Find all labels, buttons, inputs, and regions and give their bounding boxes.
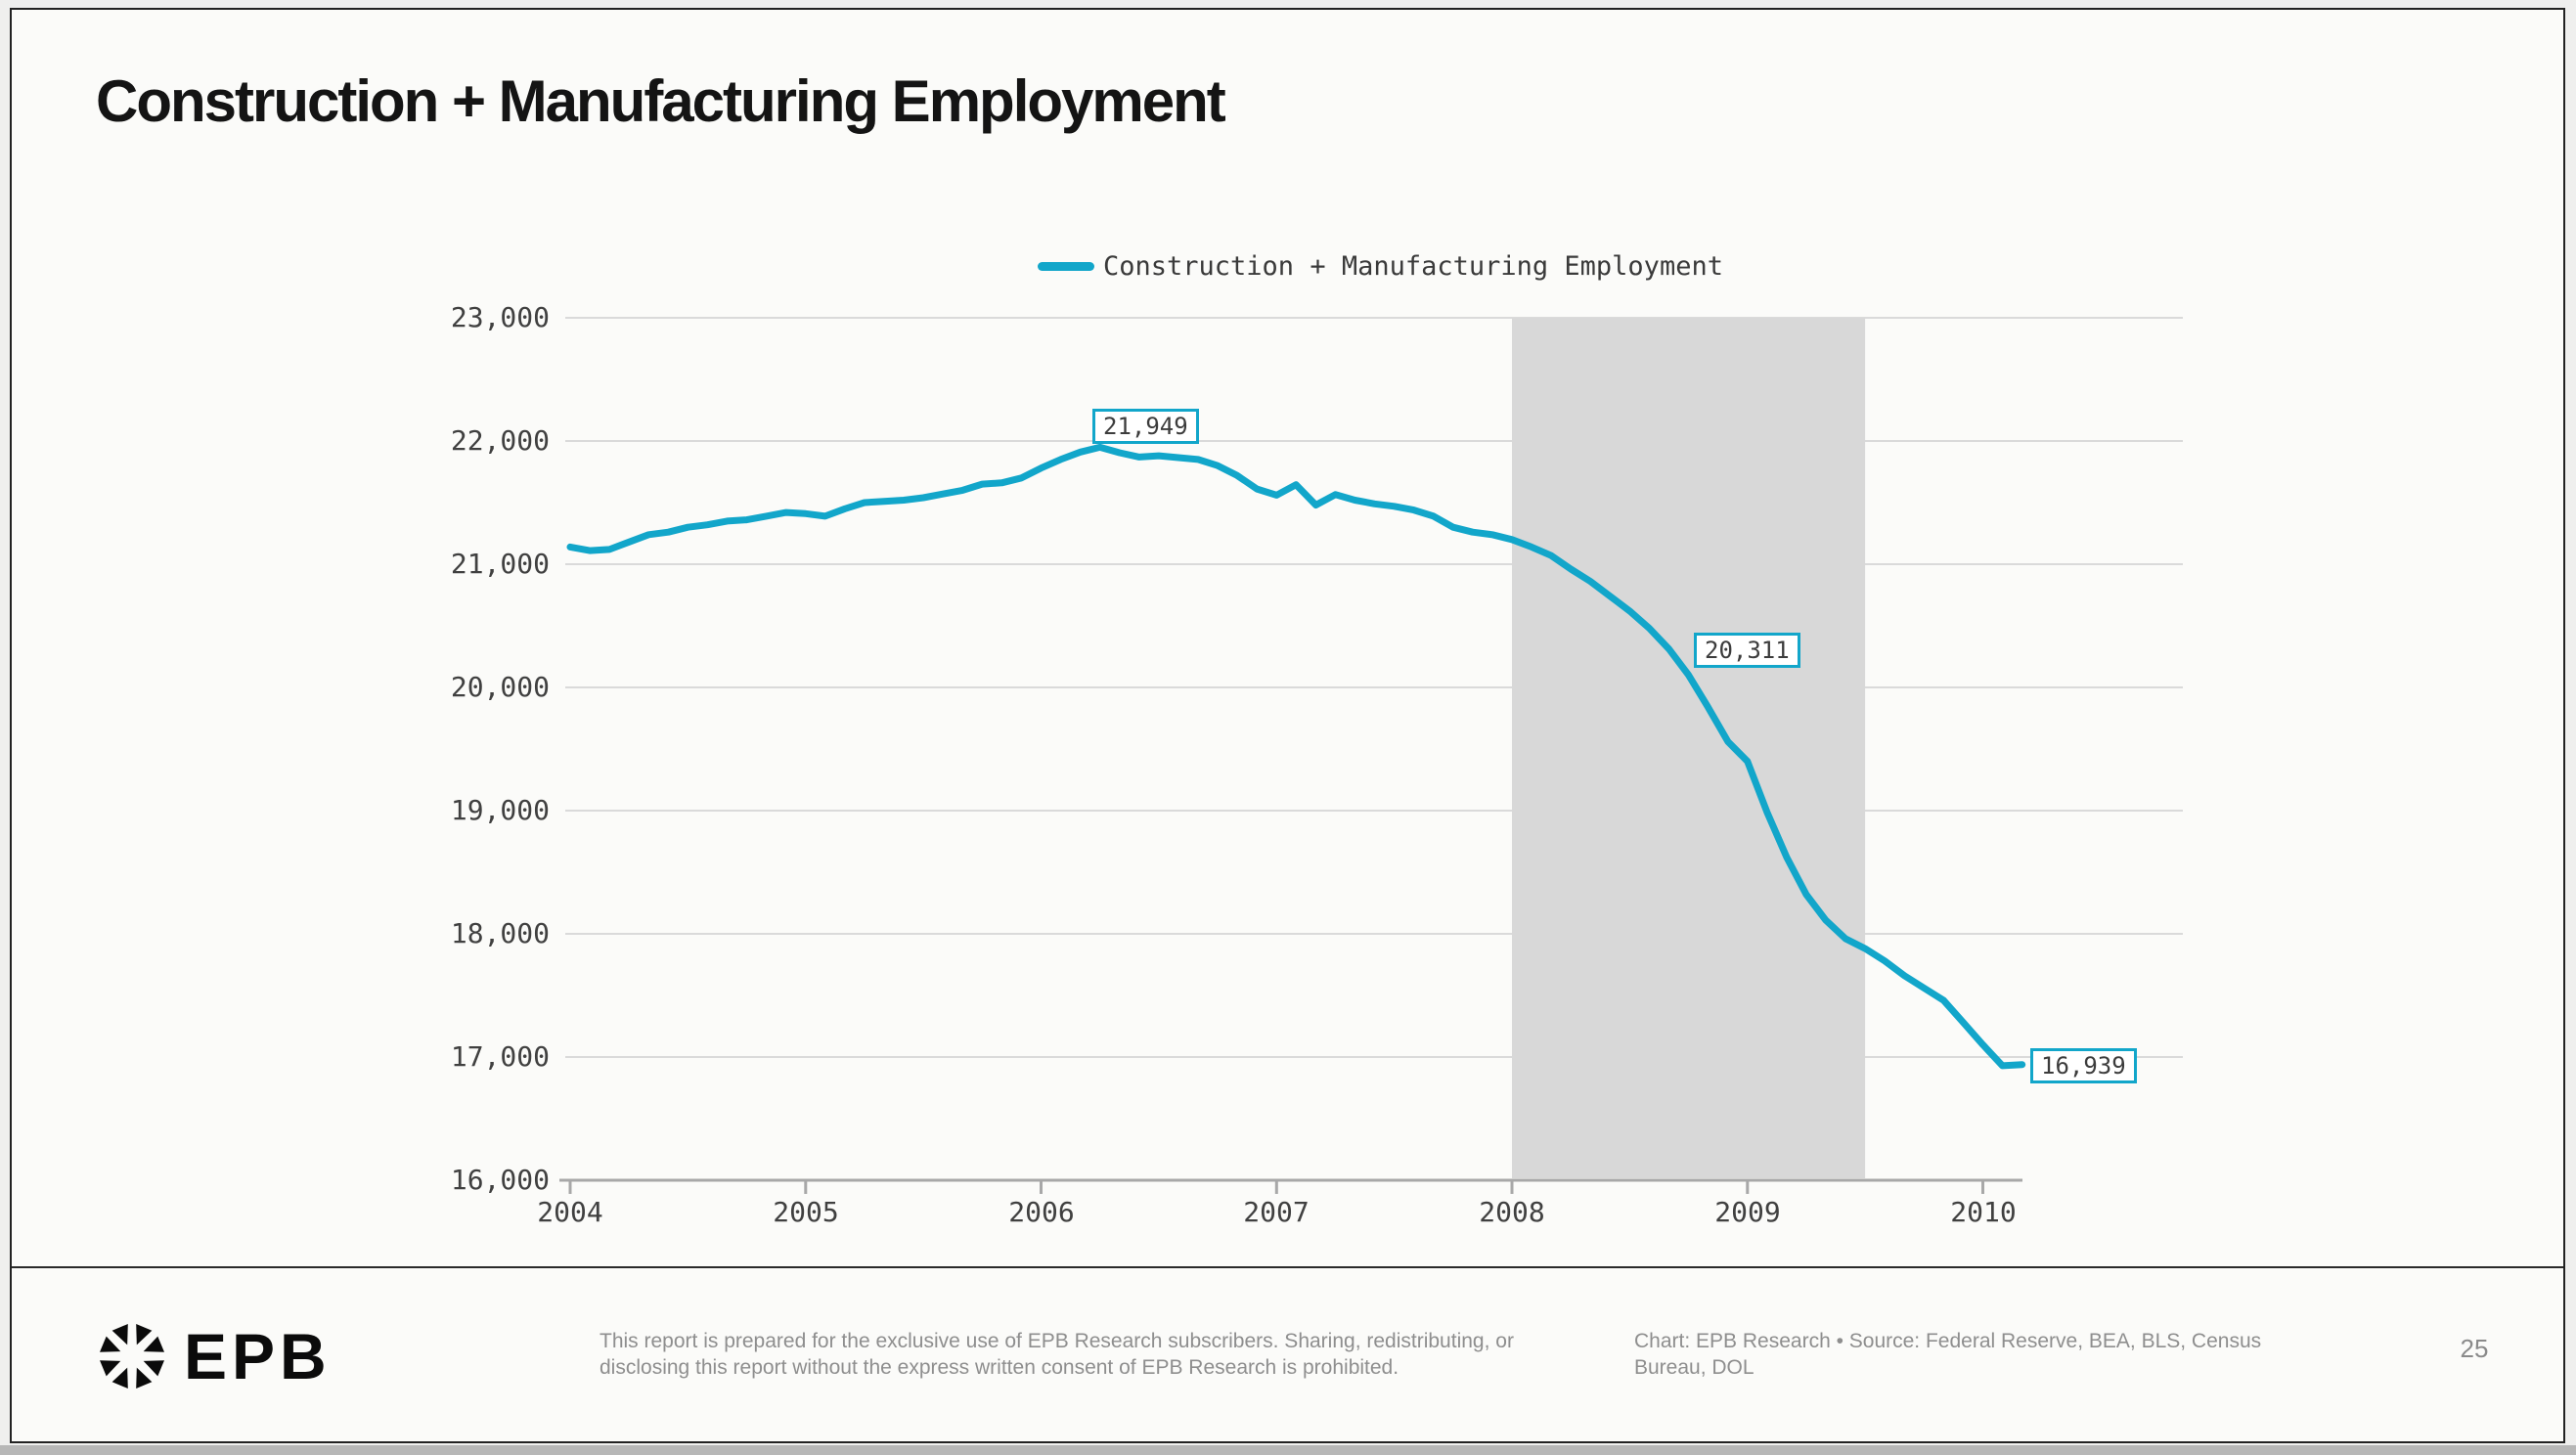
y-axis-tick-label: 21,000 [450,548,550,580]
page-title: Construction + Manufacturing Employment [96,68,1226,134]
data-callout: 16,939 [2030,1048,2137,1083]
epb-logo: EPB [98,1322,332,1390]
x-axis-tick-label: 2005 [773,1196,839,1228]
data-callout: 20,311 [1694,633,1800,668]
page-number: 25 [2460,1334,2489,1363]
emblem-wedge [143,1336,164,1352]
y-axis-tick-label: 19,000 [450,794,550,826]
x-axis-tick-label: 2006 [1008,1196,1075,1228]
legend-label: Construction + Manufacturing Employment [1103,251,1723,282]
x-axis-tick-label: 2004 [537,1196,603,1228]
x-axis-tick-label: 2007 [1243,1196,1310,1228]
chart-source-text: Chart: EPB Research • Source: Federal Re… [1634,1330,2262,1380]
y-axis-tick-label: 17,000 [450,1040,550,1073]
emblem-wedge [111,1367,128,1389]
emblem-wedge [111,1324,128,1345]
emblem-wedge [100,1336,121,1352]
disclaimer-text: This report is prepared for the exclusiv… [600,1330,1514,1380]
chart-legend: Construction + Manufacturing Employment [1038,251,1723,282]
epb-logo-emblem-icon [100,1324,164,1389]
emblem-wedge [136,1367,153,1389]
emblem-wedge [136,1324,153,1345]
x-axis-tick-label: 2009 [1714,1196,1781,1228]
data-callout: 21,949 [1092,409,1199,444]
emblem-wedge [100,1360,121,1377]
y-axis-tick-label: 18,000 [450,917,550,949]
y-axis-tick-label: 23,000 [450,301,550,333]
x-axis-tick-label: 2008 [1479,1196,1545,1228]
epb-logo-text: EPB [184,1320,332,1392]
y-axis-tick-label: 20,000 [450,671,550,703]
legend-line-swatch [1038,262,1094,271]
y-axis-tick-label: 22,000 [450,424,550,457]
emblem-wedge [143,1360,164,1377]
window-bottom-strip [0,1445,2576,1455]
y-axis-tick-label: 16,000 [450,1164,550,1196]
footer-divider [12,1266,2563,1268]
x-axis-tick-label: 2010 [1950,1196,2017,1228]
